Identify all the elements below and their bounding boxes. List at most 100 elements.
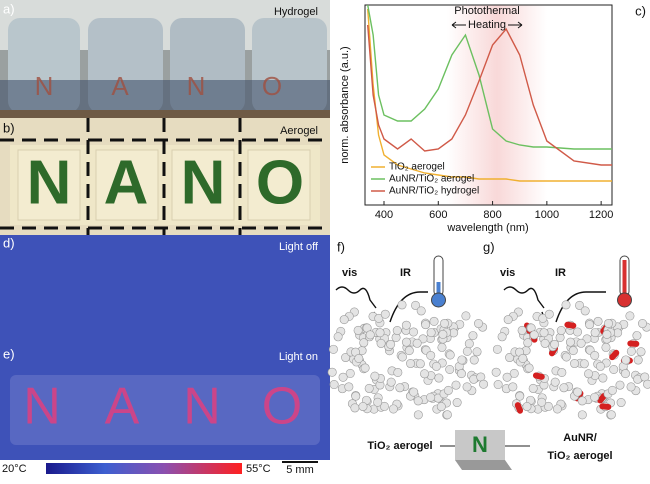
panel-label: d) [3, 235, 15, 250]
bead [625, 311, 635, 321]
bead [544, 309, 554, 319]
bead [576, 338, 586, 348]
legend-label: TiO₂ aerogel [389, 162, 445, 173]
bead [345, 368, 355, 378]
bead [395, 383, 405, 393]
bead [543, 401, 553, 411]
panel-label: b) [3, 120, 15, 135]
bead [606, 410, 616, 420]
bead [517, 325, 527, 335]
bead [550, 377, 560, 387]
bead [616, 398, 626, 408]
bead [607, 385, 617, 395]
bead [429, 316, 439, 326]
bead [379, 401, 389, 411]
bead [420, 369, 430, 379]
bead [354, 353, 364, 363]
arrows [503, 286, 606, 323]
bead [529, 330, 539, 340]
bead [456, 369, 466, 379]
bead [577, 396, 587, 406]
bead [457, 355, 467, 365]
thermal-image [0, 345, 330, 460]
bead [411, 300, 421, 310]
colorbar-min: 20°C [2, 463, 27, 475]
bead [469, 355, 479, 365]
bead [462, 382, 472, 392]
bead [409, 387, 419, 397]
bead [604, 318, 614, 328]
bead [638, 319, 648, 329]
x-tick-label: 1200 [589, 209, 613, 221]
panel-tag: Hydrogel [274, 6, 318, 18]
bead [451, 380, 461, 390]
bead [474, 319, 484, 329]
bead [508, 382, 518, 392]
bead [570, 359, 580, 369]
bead [380, 309, 390, 319]
photo-aerogel [0, 118, 330, 235]
bead [636, 347, 646, 357]
ir-label: IR [555, 267, 566, 279]
bead [493, 380, 503, 390]
panel-label: c) [635, 3, 646, 18]
vis-label: vis [500, 267, 515, 279]
tile [455, 430, 505, 460]
bead [565, 337, 575, 347]
bead [552, 404, 562, 414]
bead [350, 403, 360, 413]
bead [464, 339, 474, 349]
bead [468, 331, 478, 341]
diagram-label: TiO₂ aerogel [547, 450, 612, 462]
photo-letter: N [181, 148, 226, 217]
bead [590, 392, 600, 402]
bead [472, 347, 482, 357]
panel-tag: Light on [279, 351, 318, 363]
colorbar-max: 55°C [246, 463, 271, 475]
bead [445, 350, 455, 360]
panel-label: a) [3, 1, 15, 16]
bead [406, 359, 416, 369]
bead [556, 326, 566, 336]
bead [438, 329, 448, 339]
bead [434, 373, 444, 383]
bead [598, 373, 608, 383]
bead [364, 383, 374, 393]
bead [358, 402, 368, 412]
bead [338, 372, 348, 382]
nanorod [532, 372, 545, 380]
bead [595, 361, 605, 371]
thermal-letter: O [262, 378, 302, 436]
bead [491, 367, 501, 377]
bead [573, 327, 583, 337]
thermal-letter: A [105, 378, 140, 436]
bead [602, 329, 612, 339]
bead [339, 315, 349, 325]
bead [397, 352, 407, 362]
bead [585, 320, 595, 330]
bead [523, 338, 533, 348]
bead [415, 359, 425, 369]
bead [442, 410, 452, 420]
bead [393, 367, 403, 377]
x-tick-label: 1000 [535, 209, 559, 221]
bead [401, 320, 411, 330]
bead [421, 320, 431, 330]
bead [373, 397, 383, 407]
bead [443, 385, 453, 395]
bead [452, 398, 462, 408]
bead [539, 328, 549, 338]
bead [376, 338, 386, 348]
bead [615, 380, 625, 390]
bead [537, 397, 547, 407]
bead [409, 327, 419, 337]
bead [426, 328, 436, 338]
photo-letter: A [111, 71, 129, 101]
bead [573, 387, 583, 397]
series-line [367, 4, 612, 150]
bead [462, 346, 472, 356]
bead [440, 318, 450, 328]
bead [353, 325, 363, 335]
bead [431, 361, 441, 371]
bead [344, 382, 354, 392]
